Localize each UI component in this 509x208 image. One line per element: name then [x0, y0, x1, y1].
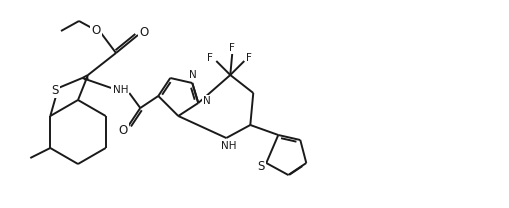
- Text: S: S: [51, 83, 59, 97]
- Text: N: N: [189, 70, 197, 80]
- Text: O: O: [92, 24, 101, 36]
- Text: NH: NH: [112, 85, 128, 95]
- Text: S: S: [258, 161, 265, 173]
- Text: F: F: [230, 43, 235, 53]
- Text: F: F: [246, 53, 252, 63]
- Text: O: O: [139, 26, 149, 40]
- Text: O: O: [119, 125, 128, 137]
- Text: F: F: [207, 53, 213, 63]
- Text: N: N: [204, 96, 211, 106]
- Text: NH: NH: [220, 141, 236, 151]
